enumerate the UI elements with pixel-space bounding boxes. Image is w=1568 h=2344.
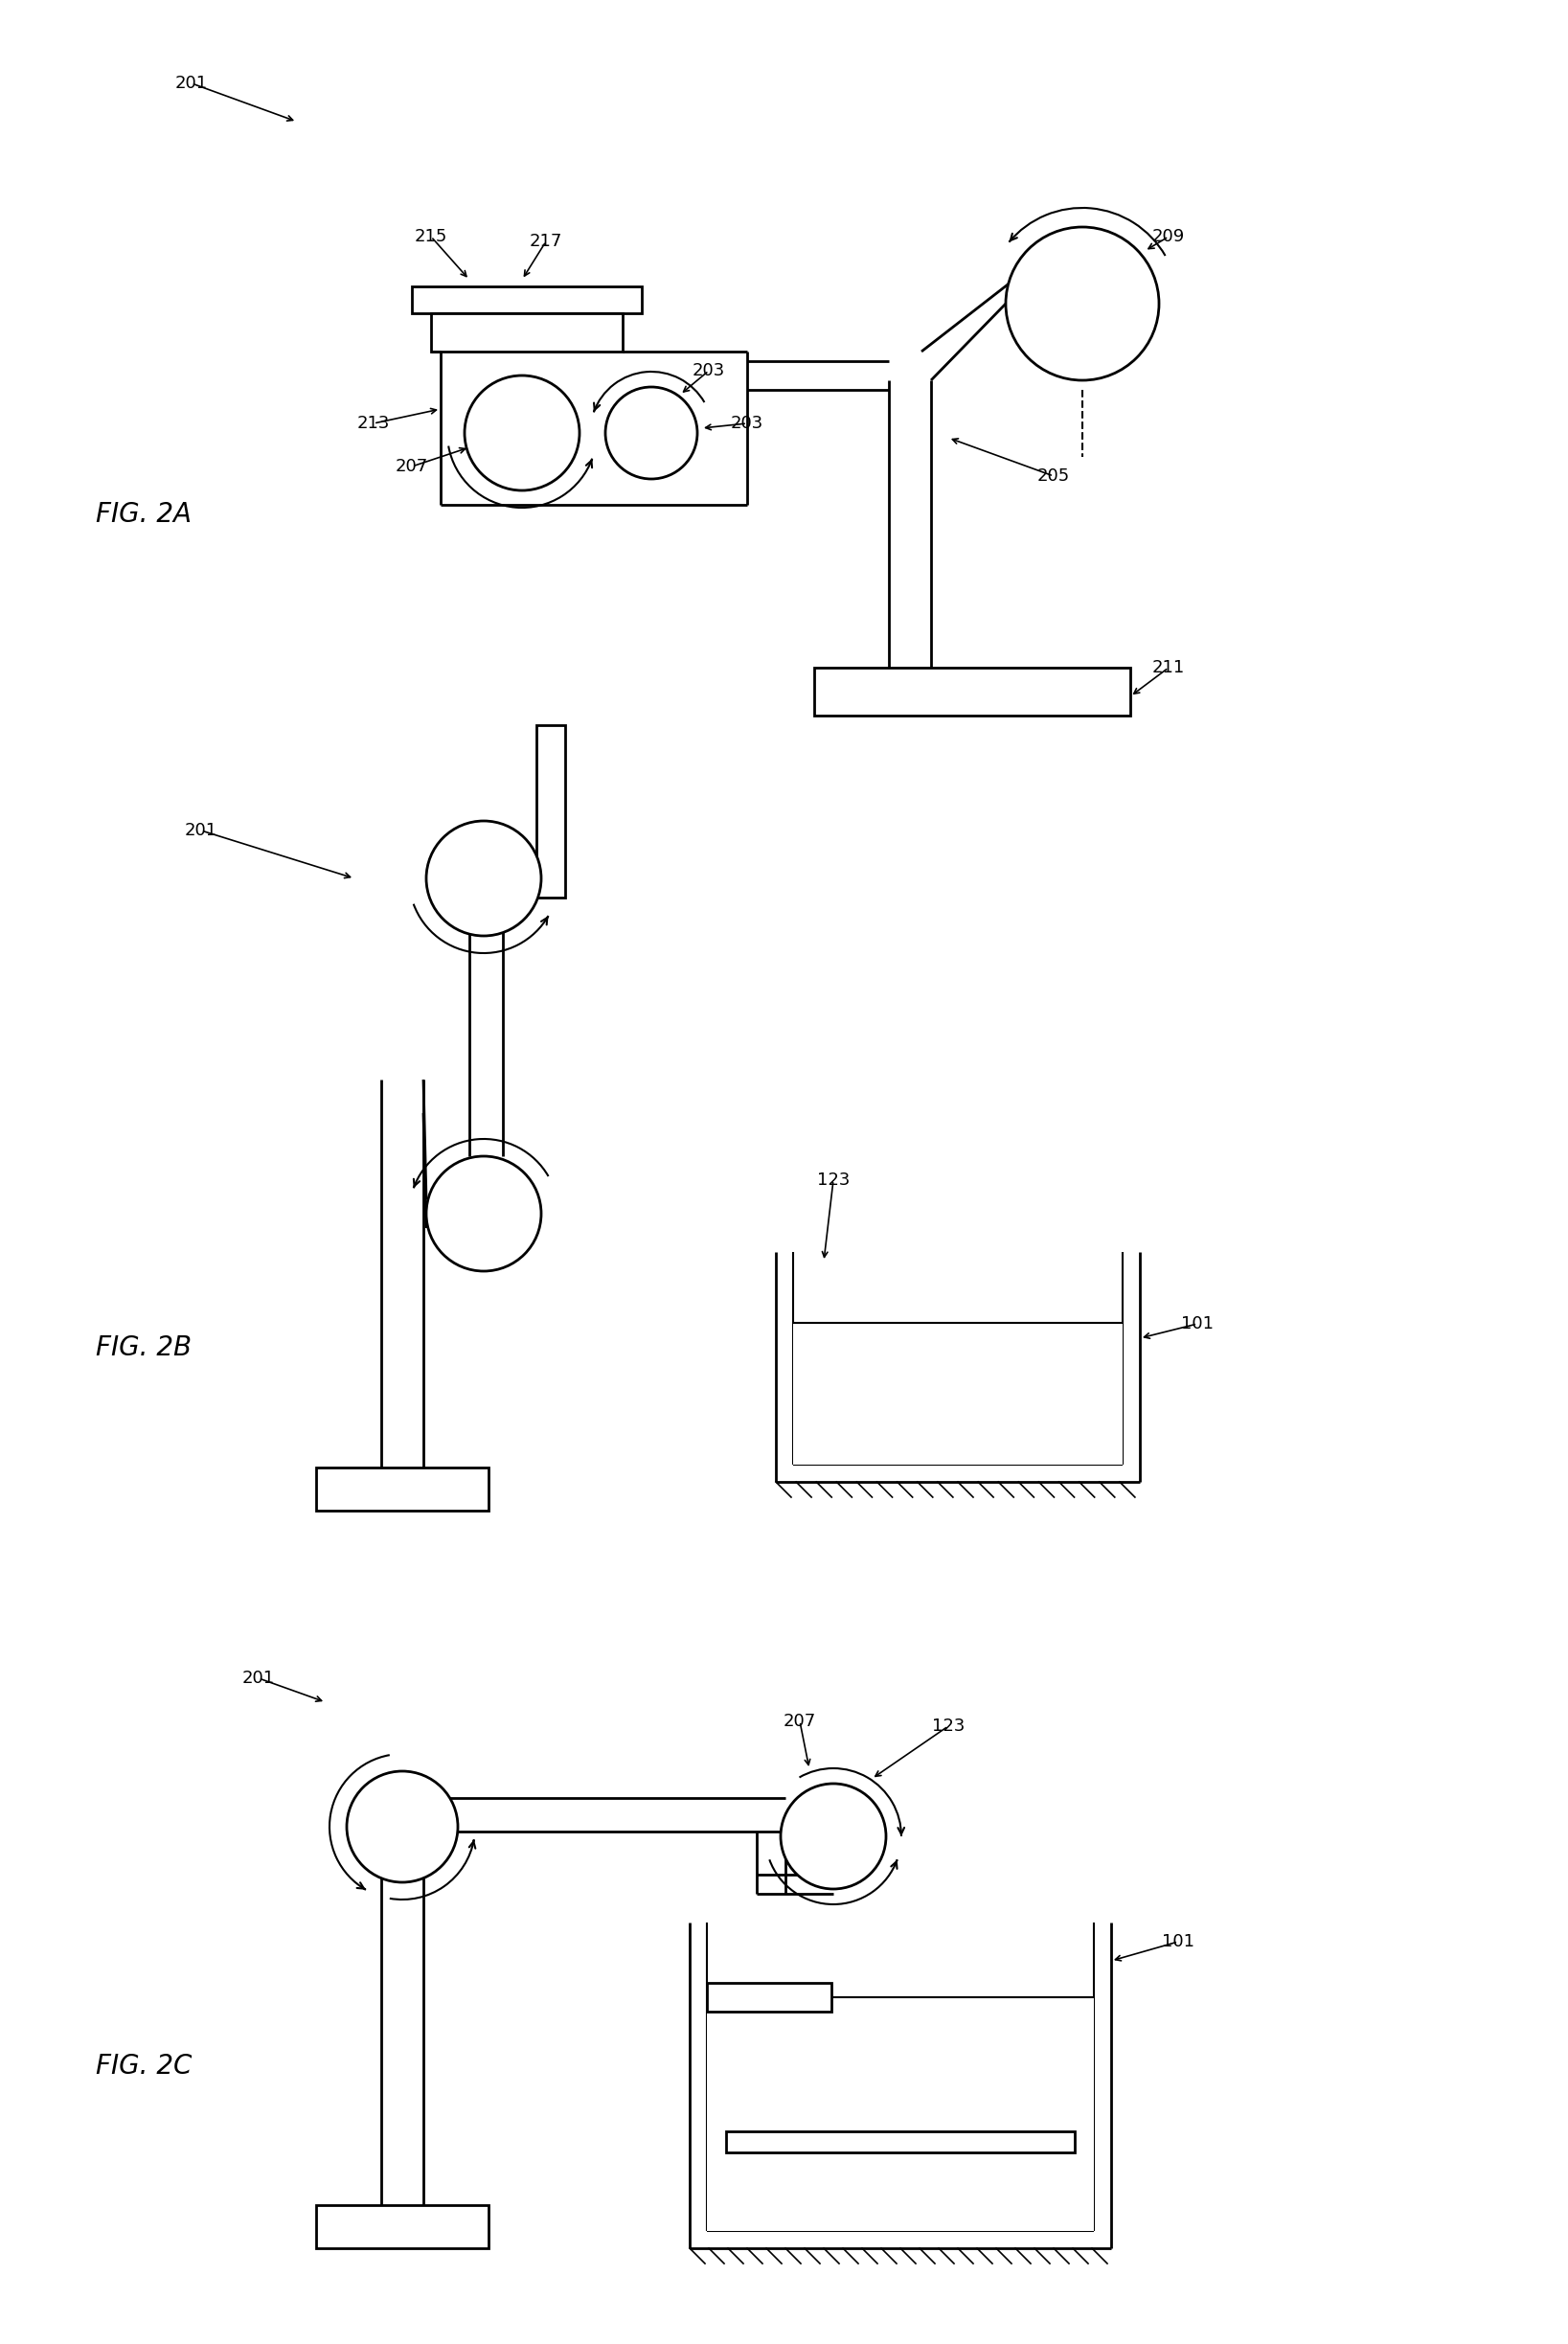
Ellipse shape	[464, 375, 580, 490]
Text: 201: 201	[176, 75, 209, 91]
Text: FIG. 2A: FIG. 2A	[96, 502, 191, 527]
Bar	[814, 668, 1131, 715]
Bar	[793, 1322, 1123, 1465]
Bar	[536, 724, 564, 898]
Text: 101: 101	[1181, 1315, 1214, 1331]
Text: 201: 201	[243, 1669, 274, 1688]
Ellipse shape	[426, 1156, 541, 1270]
Bar	[726, 2131, 1074, 2152]
Text: 101: 101	[1162, 1934, 1195, 1950]
Text: 203: 203	[693, 361, 726, 380]
Text: 201: 201	[185, 823, 218, 839]
Bar	[431, 314, 622, 352]
Ellipse shape	[347, 1772, 458, 1882]
Bar	[707, 1997, 1094, 2231]
Text: 123: 123	[817, 1172, 850, 1188]
Text: 205: 205	[1036, 466, 1069, 485]
Ellipse shape	[781, 1784, 886, 1889]
Text: 123: 123	[931, 1718, 964, 1735]
Text: FIG. 2B: FIG. 2B	[96, 1334, 191, 1362]
Text: 207: 207	[395, 457, 428, 476]
Ellipse shape	[605, 387, 698, 478]
Bar	[317, 1467, 489, 1510]
Text: 211: 211	[1152, 659, 1185, 677]
Text: 213: 213	[358, 415, 390, 431]
Ellipse shape	[426, 820, 541, 935]
Text: 215: 215	[414, 227, 447, 246]
Text: FIG. 2C: FIG. 2C	[96, 2053, 191, 2079]
Text: 207: 207	[784, 1713, 817, 1730]
Text: 209: 209	[1152, 227, 1185, 246]
Ellipse shape	[1005, 227, 1159, 380]
Bar	[707, 1983, 831, 2011]
Bar	[412, 286, 641, 314]
Text: 217: 217	[530, 232, 563, 251]
Bar	[317, 2206, 489, 2248]
Text: 203: 203	[731, 415, 764, 431]
